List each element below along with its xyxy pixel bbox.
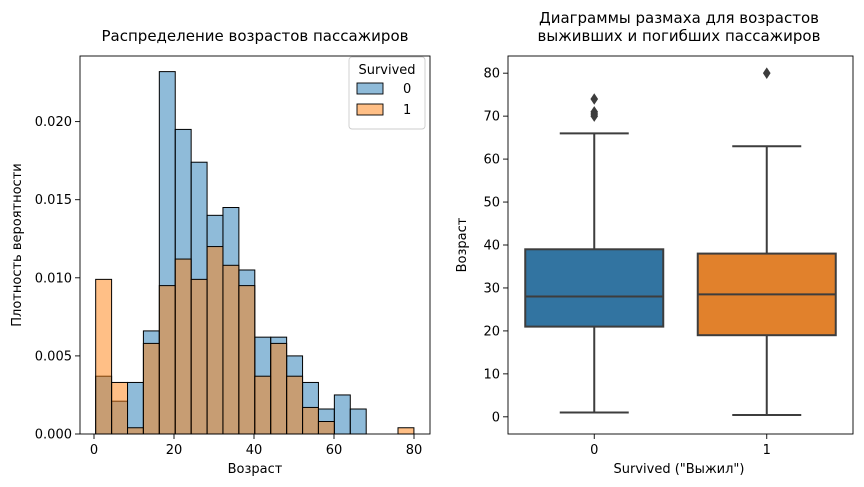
histogram-title: Распределение возрастов пассажиров: [102, 27, 409, 45]
hist-xtick-label: 40: [246, 443, 263, 458]
legend-swatch-0: [356, 82, 384, 95]
hist-bar-series-0-bin-15: [333, 394, 351, 435]
boxplot-panel: Диаграммы размаха для возрастов выживших…: [455, 9, 854, 477]
box-ytick-label: 30: [483, 281, 500, 296]
box-ytick-label: 0: [492, 410, 500, 425]
boxplot-title-line-1: Диаграммы размаха для возрастов: [539, 9, 819, 27]
histogram-y-axis-label: Плотность вероятности: [10, 163, 25, 326]
hist-bar-series-1-bin-5: [174, 258, 192, 435]
hist-xtick-label: 20: [166, 443, 183, 458]
hist-bar-series-1-bin-4: [158, 285, 176, 435]
legend-swatch-1: [356, 103, 384, 116]
hist-bar-series-1-bin-9: [238, 285, 256, 435]
histogram-panel: Распределение возрастов пассажиров Возра…: [10, 27, 431, 477]
box-ytick-label: 40: [483, 239, 500, 254]
hist-bar-series-1-bin-3: [142, 342, 160, 435]
hist-bar-series-1-bin-7: [206, 246, 224, 435]
histogram-x-ticks: 0 20 40 60 80: [90, 434, 422, 458]
hist-ytick-label: 0.000: [35, 428, 72, 443]
hist-bar-series-1-bin-1: [111, 381, 129, 435]
hist-bar-series-1-bin-10: [254, 375, 272, 435]
boxplot-frame: [507, 55, 854, 435]
legend-label-0: 0: [403, 82, 411, 97]
boxplot-title-line-2: выживших и погибших пассажиров: [538, 27, 821, 45]
boxplot-x-axis-label: Survived ("Выжил"): [614, 462, 745, 477]
legend-title: Survived: [358, 63, 415, 78]
boxplot-plot-area: [508, 56, 853, 434]
legend-label-1: 1: [403, 103, 411, 118]
box-ytick-label: 50: [483, 196, 500, 211]
boxplot-y-axis-label: Возраст: [455, 217, 470, 272]
hist-bar-series-1-bin-12: [286, 375, 304, 435]
hist-bar-series-1-bin-8: [222, 264, 240, 435]
box-ytick-label: 70: [483, 110, 500, 125]
box-ytick-label: 80: [483, 67, 500, 82]
hist-bar-series-1-bin-2: [127, 427, 144, 435]
hist-ytick-label: 0.020: [35, 115, 72, 130]
box-xtick-label: 1: [763, 443, 771, 458]
histogram-frame: [79, 55, 431, 435]
boxplot-y-ticks: 0 10 20 30 40 50 60 70 80: [483, 67, 508, 425]
histogram-legend: Survived 0 1: [348, 56, 426, 130]
box-0-iqr: [524, 248, 665, 328]
box-ytick-label: 60: [483, 153, 500, 168]
box-0-outlier-0: [590, 93, 599, 105]
hist-xtick-label: 80: [406, 443, 423, 458]
histogram-y-ticks: 0.000 0.005 0.010 0.015 0.020: [35, 115, 80, 443]
hist-bar-series-1-bin-11: [270, 342, 288, 435]
box-1-outlier-0: [762, 67, 771, 79]
box-0-outlier-3: [590, 110, 599, 122]
hist-ytick-label: 0.015: [35, 193, 72, 208]
box-xtick-label: 0: [590, 443, 598, 458]
box-ytick-label: 20: [483, 324, 500, 339]
hist-bar-series-1-bin-13: [302, 406, 319, 435]
box-ytick-label: 10: [483, 367, 500, 382]
hist-bar-series-0-bin-2: [127, 381, 144, 435]
hist-bar-series-1-bin-6: [190, 278, 208, 435]
hist-ytick-label: 0.005: [35, 349, 72, 364]
hist-ytick-label: 0.010: [35, 271, 72, 286]
hist-bar-series-0-bin-16: [349, 408, 367, 435]
hist-bar-series-1-bin-19: [397, 427, 415, 435]
hist-xtick-label: 60: [326, 443, 343, 458]
hist-bar-series-1-bin-14: [317, 421, 335, 435]
histogram-series-1-bars: [95, 246, 415, 435]
histogram-x-axis-label: Возраст: [228, 462, 283, 477]
hist-xtick-label: 0: [90, 443, 98, 458]
boxplot-boxes: [524, 67, 837, 417]
hist-bar-series-1-bin-0: [95, 278, 113, 435]
